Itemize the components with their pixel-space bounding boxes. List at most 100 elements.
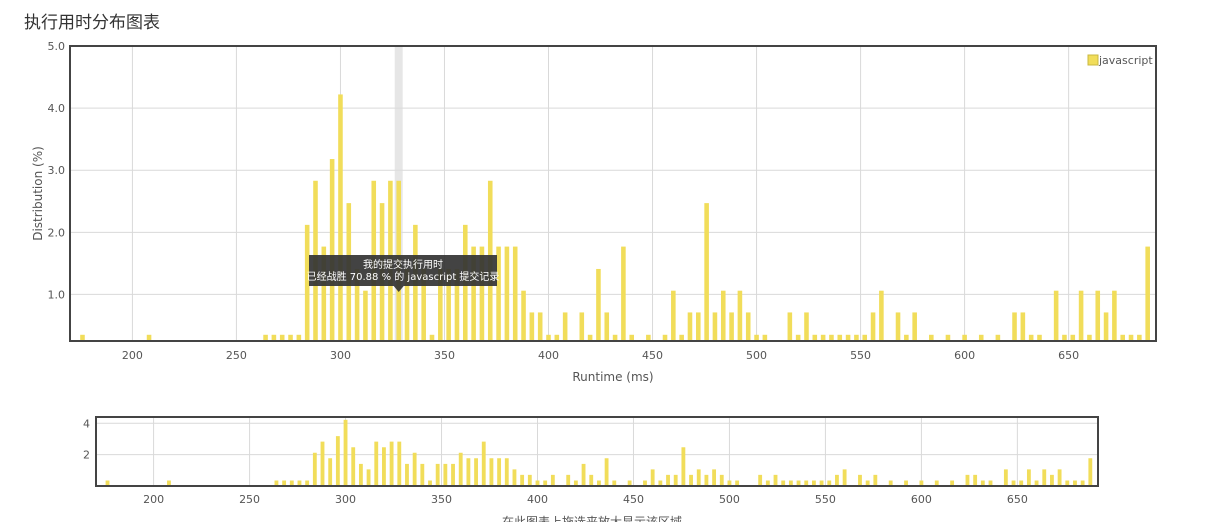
bar[interactable] — [1103, 312, 1109, 341]
navigator-bar — [681, 447, 686, 486]
bar[interactable] — [1145, 246, 1150, 341]
bar[interactable] — [612, 334, 618, 341]
y-tick-label: 2.0 — [48, 226, 66, 239]
bar[interactable] — [1028, 334, 1034, 341]
bar[interactable] — [1087, 334, 1092, 341]
bar[interactable] — [446, 268, 451, 341]
bar[interactable] — [579, 312, 585, 341]
bar[interactable] — [845, 334, 851, 341]
bar[interactable] — [504, 246, 510, 341]
bar[interactable] — [745, 312, 751, 341]
bar[interactable] — [338, 94, 343, 341]
bar[interactable] — [895, 312, 901, 341]
bar[interactable] — [1078, 290, 1084, 341]
bar[interactable] — [1128, 334, 1134, 341]
bar[interactable] — [671, 290, 676, 341]
bar[interactable] — [471, 246, 476, 341]
bar[interactable] — [354, 268, 360, 341]
bar[interactable] — [646, 334, 651, 341]
bar[interactable] — [945, 334, 951, 341]
bar[interactable] — [795, 334, 801, 341]
bar[interactable] — [679, 334, 684, 341]
bar[interactable] — [995, 334, 1001, 341]
bar[interactable] — [271, 334, 277, 341]
bar[interactable] — [496, 246, 501, 341]
bar[interactable] — [879, 290, 884, 341]
bar[interactable] — [529, 312, 535, 341]
bar[interactable] — [629, 334, 635, 341]
bar[interactable] — [546, 334, 551, 341]
bar[interactable] — [829, 334, 834, 341]
bar[interactable] — [729, 312, 734, 341]
bar[interactable] — [787, 312, 793, 341]
bar[interactable] — [820, 334, 826, 341]
bar[interactable] — [454, 268, 460, 341]
legend-swatch[interactable] — [1087, 54, 1099, 66]
bar[interactable] — [662, 334, 668, 341]
navigator-frame[interactable] — [95, 416, 1099, 487]
bar[interactable] — [1112, 290, 1117, 341]
bar[interactable] — [421, 268, 426, 341]
bar[interactable] — [288, 334, 293, 341]
bar[interactable] — [854, 334, 859, 341]
navigator-bar — [566, 474, 571, 486]
bar[interactable] — [279, 334, 285, 341]
bar[interactable] — [621, 246, 626, 341]
bar[interactable] — [737, 290, 743, 341]
y-tick-label: 1.0 — [48, 288, 66, 301]
bar[interactable] — [812, 334, 818, 341]
bar[interactable] — [321, 246, 327, 341]
bar[interactable] — [562, 312, 568, 341]
bar[interactable] — [929, 334, 934, 341]
navigator-bar — [527, 474, 532, 486]
bar[interactable] — [1037, 334, 1042, 341]
bar[interactable] — [537, 312, 543, 341]
bar[interactable] — [329, 159, 335, 341]
bar[interactable] — [1095, 290, 1101, 341]
bar[interactable] — [804, 312, 809, 341]
bar[interactable] — [296, 334, 302, 341]
bar[interactable] — [862, 334, 868, 341]
bar[interactable] — [712, 312, 718, 341]
bar[interactable] — [304, 224, 310, 341]
bar[interactable] — [962, 334, 967, 341]
bar[interactable] — [1062, 334, 1067, 341]
navigator-bar — [405, 463, 409, 486]
bar[interactable] — [404, 268, 410, 341]
bar[interactable] — [720, 290, 726, 341]
bar[interactable] — [512, 246, 518, 341]
navigator-bar — [1080, 480, 1085, 486]
bar[interactable] — [429, 334, 435, 341]
bar[interactable] — [687, 312, 693, 341]
bar[interactable] — [1053, 290, 1059, 341]
bar[interactable] — [704, 203, 709, 341]
bar[interactable] — [587, 334, 593, 341]
bar[interactable] — [978, 334, 984, 341]
bar[interactable] — [1020, 312, 1026, 341]
bar[interactable] — [146, 334, 152, 341]
bar[interactable] — [837, 334, 843, 341]
bar[interactable] — [604, 312, 610, 341]
bar[interactable] — [696, 312, 701, 341]
navigator-bar — [374, 441, 379, 486]
bar[interactable] — [762, 334, 768, 341]
navigator-bar — [550, 474, 555, 486]
bar[interactable] — [554, 334, 560, 341]
bar[interactable] — [1137, 334, 1142, 341]
bar[interactable] — [263, 334, 268, 341]
bar[interactable] — [1120, 334, 1126, 341]
bar[interactable] — [479, 246, 485, 341]
bar[interactable] — [596, 268, 601, 341]
bar[interactable] — [904, 334, 909, 341]
bar[interactable] — [521, 290, 526, 341]
bar[interactable] — [754, 334, 759, 341]
bar[interactable] — [438, 268, 443, 341]
bar[interactable] — [1070, 334, 1076, 341]
bar[interactable] — [1012, 312, 1017, 341]
legend-label[interactable]: javascript — [1098, 54, 1153, 67]
bar[interactable] — [912, 312, 917, 341]
bar[interactable] — [870, 312, 876, 341]
bar[interactable] — [363, 290, 368, 341]
bar[interactable] — [80, 334, 85, 341]
